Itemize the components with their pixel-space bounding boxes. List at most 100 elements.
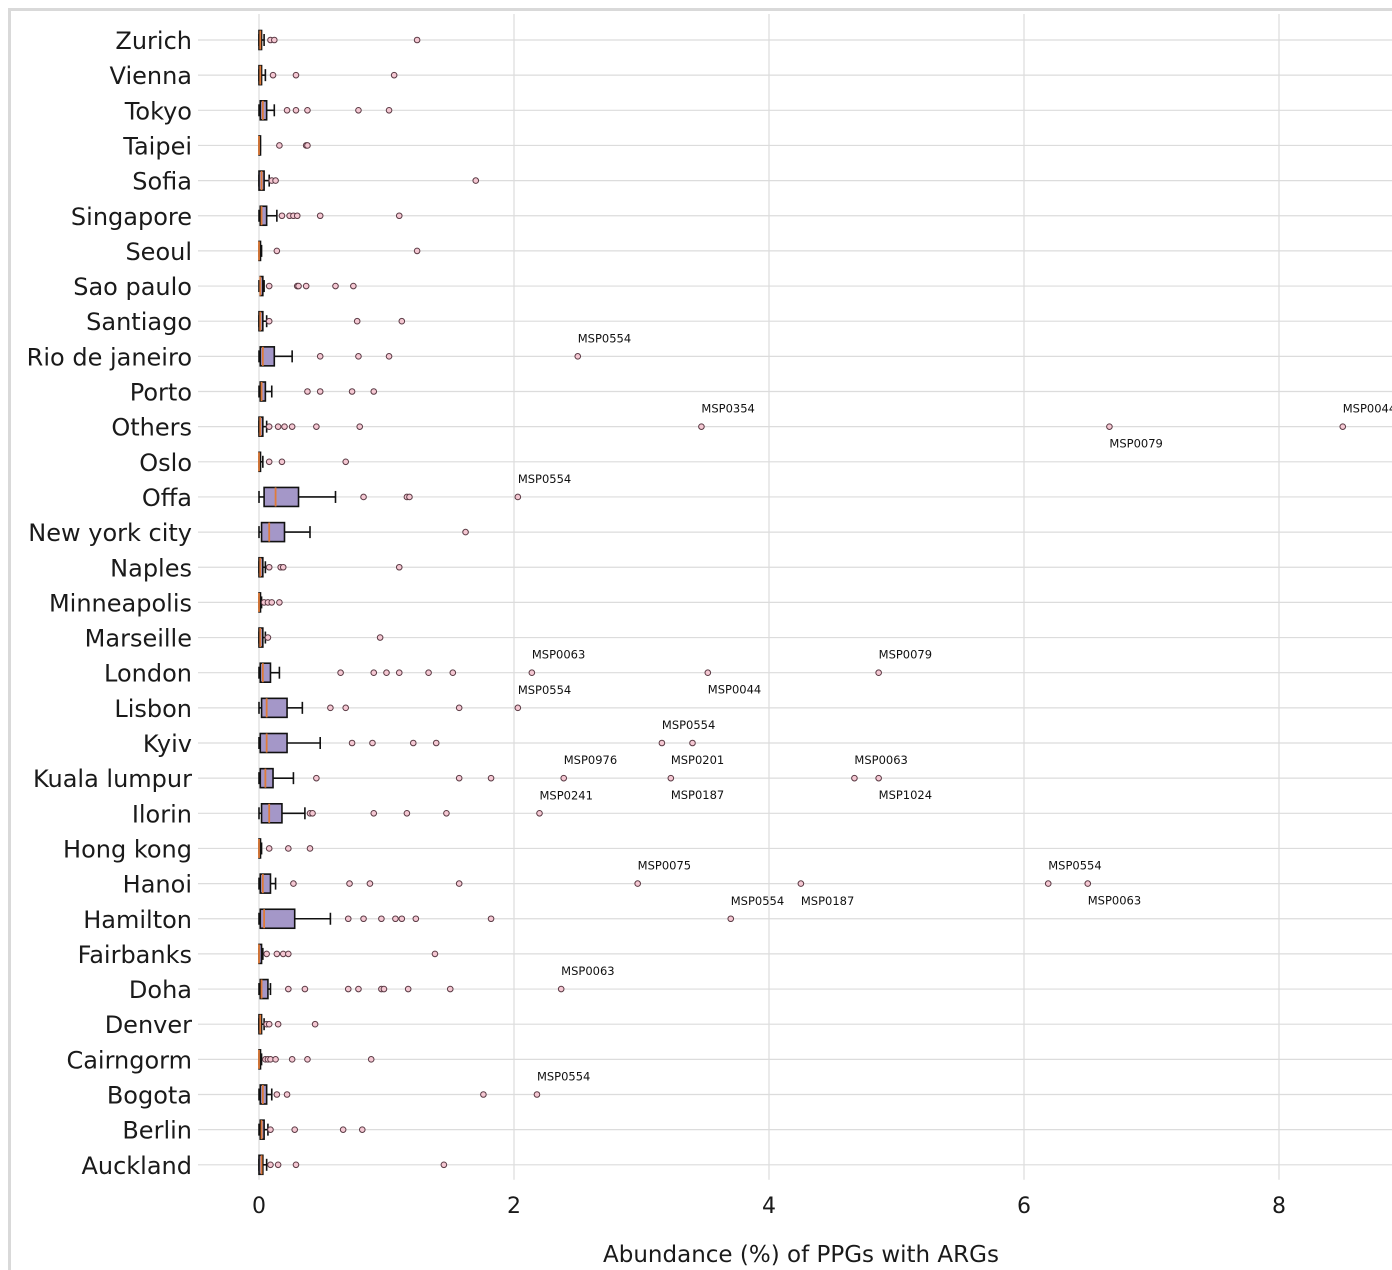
y-tick-label-ilorin: Ilorin [132, 800, 192, 828]
y-tick-label-naples: Naples [110, 554, 192, 582]
annotation-kuala-lumpur-10: MSP0976 [564, 753, 617, 767]
outlier-others-1 [274, 423, 282, 430]
x-tick-label-0: 0 [252, 1194, 266, 1219]
outlier-london-4 [425, 669, 432, 677]
box-taipei [258, 135, 311, 156]
box-kuala-lumpur [258, 767, 882, 789]
annotation-kyiv-9: MSP0554 [662, 718, 715, 732]
grid-lines [198, 14, 1392, 1180]
annotation-kuala-lumpur-11: MSP0201 [671, 753, 724, 767]
outlier-zurich-1 [271, 36, 278, 44]
outlier-kuala-lumpur-2 [487, 774, 495, 782]
box-seoul [258, 240, 421, 262]
outlier-rio-de-janeiro-1 [355, 353, 362, 360]
outlier-ilorin-3 [403, 810, 411, 817]
outlier-minneapolis-3 [276, 599, 283, 606]
annotation-rio-de-janeiro-0: MSP0554 [578, 331, 631, 345]
box-hamilton [258, 908, 735, 930]
outlier-kyiv-4 [658, 739, 666, 747]
y-tick-label-marseille: Marseille [85, 625, 192, 653]
outlier-others-4 [313, 423, 320, 430]
outlier-kuala-lumpur-4 [667, 774, 675, 782]
outlier-oslo-0 [265, 458, 273, 466]
box-doha [258, 978, 565, 1000]
box-ilorin [258, 802, 543, 824]
outlier-vienna-1 [292, 71, 300, 79]
outlier-hanoi-7 [1084, 880, 1092, 887]
box-new-york-city [258, 521, 469, 543]
y-tick-label-zurich: Zurich [115, 27, 192, 55]
outlier-cairngorm-6 [367, 1056, 375, 1063]
outlier-hanoi-0 [290, 880, 297, 887]
outlier-sao-paulo-4 [332, 282, 339, 290]
outlier-others-7 [1106, 423, 1113, 430]
outlier-fairbanks-1 [273, 950, 281, 958]
outlier-zurich-2 [413, 36, 421, 44]
box-vienna [258, 64, 398, 86]
outlier-doha-8 [557, 985, 565, 993]
outlier-others-0 [265, 423, 273, 430]
y-tick-label-porto: Porto [130, 379, 192, 407]
outlier-others-3 [288, 423, 296, 430]
outlier-others-6 [698, 423, 705, 430]
outlier-hanoi-1 [346, 880, 353, 887]
outlier-bogota-0 [273, 1091, 281, 1098]
outlier-london-7 [704, 669, 712, 677]
outlier-seoul-1 [413, 247, 421, 255]
outlier-london-6 [528, 669, 536, 677]
outlier-santiago-0 [265, 317, 273, 325]
outlier-hanoi-3 [455, 880, 463, 887]
outlier-oslo-1 [278, 458, 286, 466]
x-axis-ticks: 0 2 4 6 8 [252, 1194, 1286, 1219]
outlier-santiago-1 [353, 317, 361, 325]
y-tick-label-kyiv: Kyiv [143, 730, 192, 758]
outlier-london-2 [383, 669, 390, 677]
box-hanoi [258, 873, 1092, 894]
outlier-cairngorm-5 [304, 1056, 311, 1063]
plot-frame [8, 8, 1392, 1270]
outlier-marseille-1 [376, 634, 384, 641]
outlier-berlin-3 [358, 1126, 366, 1133]
outlier-auckland-2 [292, 1161, 300, 1169]
outlier-doha-3 [355, 985, 362, 993]
outlier-taipei-2 [304, 142, 311, 149]
outlier-denver-3 [311, 1020, 319, 1028]
annotation-hanoi-18: MSP0063 [1088, 894, 1141, 908]
outlier-hamilton-0 [344, 915, 352, 923]
y-tick-label-auckland: Auckland [81, 1152, 192, 1180]
y-tick-label-cairngorm: Cairngorm [66, 1046, 192, 1074]
outlier-ilorin-1 [309, 810, 316, 817]
y-tick-label-rio-de-janeiro: Rio de janeiro [27, 343, 192, 371]
outlier-kyiv-3 [432, 739, 440, 747]
annotation-london-6: MSP0044 [708, 683, 761, 697]
outlier-doha-5 [380, 985, 388, 993]
outlier-kyiv-1 [369, 739, 376, 747]
outlier-singapore-5 [395, 212, 403, 220]
outlier-hamilton-3 [392, 915, 399, 923]
box-auckland [258, 1154, 448, 1176]
box-others [258, 416, 1347, 437]
outlier-sao-paulo-0 [265, 282, 273, 290]
outlier-annotations: MSP0554 MSP0354 MSP0079 MSP0044 MSP0554 MSP00… [518, 331, 1392, 1083]
outlier-london-3 [395, 669, 403, 677]
y-tick-label-oslo: Oslo [139, 449, 192, 477]
annotation-others-1: MSP0354 [701, 402, 754, 416]
box-iqr-doha [259, 978, 269, 1000]
outlier-naples-3 [395, 563, 403, 571]
box-hong-kong [258, 838, 314, 859]
outlier-berlin-1 [291, 1126, 299, 1133]
outlier-hamilton-7 [727, 915, 735, 923]
outlier-singapore-3 [293, 212, 301, 220]
box-iqr-hanoi [259, 873, 272, 894]
outlier-london-8 [875, 669, 882, 677]
outlier-auckland-0 [267, 1161, 274, 1169]
outlier-marseille-0 [264, 634, 272, 641]
x-tick-label-4: 4 [762, 1194, 776, 1219]
box-tokyo [258, 100, 393, 121]
outlier-bogota-1 [283, 1091, 291, 1098]
x-tick-label-8: 8 [1272, 1194, 1286, 1219]
outlier-others-8 [1339, 423, 1347, 430]
outlier-porto-3 [370, 388, 378, 395]
outlier-hanoi-5 [797, 880, 805, 887]
box-marseille [258, 627, 384, 648]
